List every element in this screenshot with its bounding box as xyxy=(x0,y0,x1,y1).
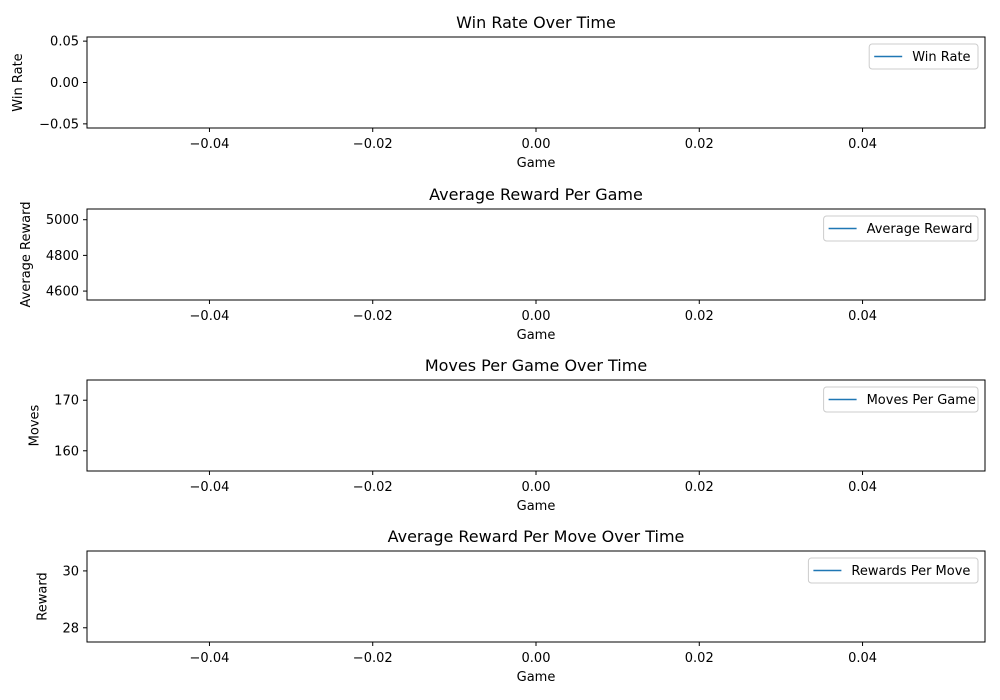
chart-title: Moves Per Game Over Time xyxy=(425,356,647,375)
y-tick-label: 160 xyxy=(54,444,79,459)
legend-label: Win Rate xyxy=(912,50,970,65)
x-tick-label: 0.04 xyxy=(848,480,877,495)
x-tick-label: 0.02 xyxy=(685,651,714,666)
x-tick-label: −0.02 xyxy=(353,651,393,666)
x-tick-label: 0.00 xyxy=(522,480,551,495)
x-tick-label: 0.04 xyxy=(848,651,877,666)
x-axis-label: Game xyxy=(517,499,556,514)
x-tick-label: 0.02 xyxy=(685,309,714,324)
x-tick-label: 0.00 xyxy=(522,309,551,324)
y-tick-label: 30 xyxy=(62,564,79,579)
y-tick-label: 0.00 xyxy=(50,76,79,91)
y-tick-label: 0.05 xyxy=(50,35,79,50)
x-tick-label: −0.02 xyxy=(353,309,393,324)
x-tick-label: 0.02 xyxy=(685,480,714,495)
legend-box xyxy=(807,557,979,584)
legend-label: Moves Per Game xyxy=(867,393,976,408)
legend-label: Average Reward xyxy=(867,222,973,237)
chart-title: Average Reward Per Move Over Time xyxy=(388,527,685,546)
y-tick-label: 28 xyxy=(62,621,79,636)
x-tick-label: −0.04 xyxy=(190,309,230,324)
x-axis-label: Game xyxy=(517,670,556,685)
legend-box xyxy=(823,386,979,413)
legend-box xyxy=(868,43,979,70)
x-axis-label: Game xyxy=(517,156,556,171)
x-tick-label: −0.02 xyxy=(353,137,393,152)
chart-title: Average Reward Per Game xyxy=(429,185,643,204)
y-tick-label: −0.05 xyxy=(39,117,79,132)
legend-label: Rewards Per Move xyxy=(851,564,970,579)
x-axis-label: Game xyxy=(517,328,556,343)
x-tick-label: 0.04 xyxy=(848,137,877,152)
x-tick-label: −0.04 xyxy=(190,651,230,666)
y-axis-label: Average Reward xyxy=(19,202,34,308)
y-tick-label: 5000 xyxy=(46,213,79,228)
y-tick-label: 4600 xyxy=(46,285,79,300)
y-axis-label: Win Rate xyxy=(11,53,26,111)
x-tick-label: −0.04 xyxy=(190,137,230,152)
y-tick-label: 170 xyxy=(54,394,79,409)
y-axis-label: Reward xyxy=(36,572,51,620)
x-tick-label: 0.02 xyxy=(685,137,714,152)
x-tick-label: −0.04 xyxy=(190,480,230,495)
x-tick-label: −0.02 xyxy=(353,480,393,495)
legend-box xyxy=(823,215,979,242)
x-tick-label: 0.00 xyxy=(522,651,551,666)
y-tick-label: 4800 xyxy=(46,249,79,264)
x-tick-label: 0.04 xyxy=(848,309,877,324)
x-tick-label: 0.00 xyxy=(522,137,551,152)
chart-title: Win Rate Over Time xyxy=(456,13,616,32)
y-axis-label: Moves xyxy=(27,404,42,446)
plot-frame xyxy=(86,36,986,129)
